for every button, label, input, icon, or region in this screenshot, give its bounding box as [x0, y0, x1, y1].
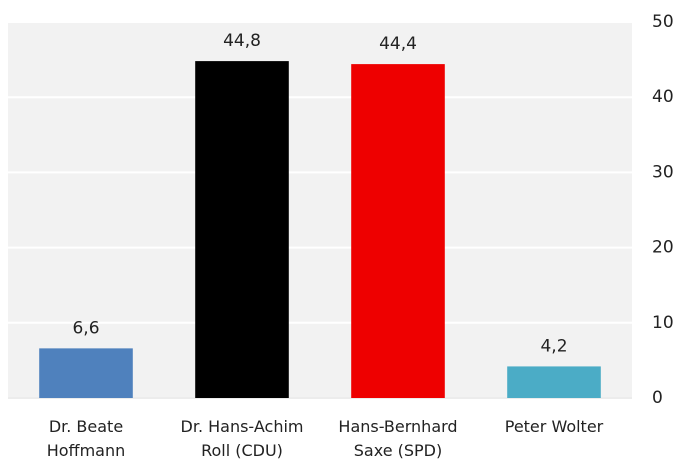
x-tick-label: Dr. Beate Hoffmann [46, 417, 126, 460]
bar [351, 64, 445, 398]
x-tick-label: Peter Wolter [504, 417, 604, 436]
plot-background [8, 22, 632, 398]
y-tick-label: 50 [652, 12, 674, 32]
y-tick-label: 20 [652, 238, 674, 258]
value-label: 44,8 [223, 31, 261, 51]
bar [507, 366, 601, 398]
y-tick-label: 10 [652, 313, 674, 333]
x-tick-label: Dr. Hans-Achim Roll (CDU) [180, 417, 304, 460]
y-tick-label: 0 [652, 388, 663, 408]
y-tick-label: 40 [652, 87, 674, 107]
bar [195, 61, 289, 398]
value-label: 44,4 [379, 34, 417, 54]
x-tick-label: Hans-Bernhard Saxe (SPD) [338, 417, 458, 460]
value-label: 6,6 [72, 318, 99, 338]
y-tick-label: 30 [652, 162, 674, 182]
bar [39, 348, 133, 398]
value-label: 4,2 [540, 336, 567, 356]
